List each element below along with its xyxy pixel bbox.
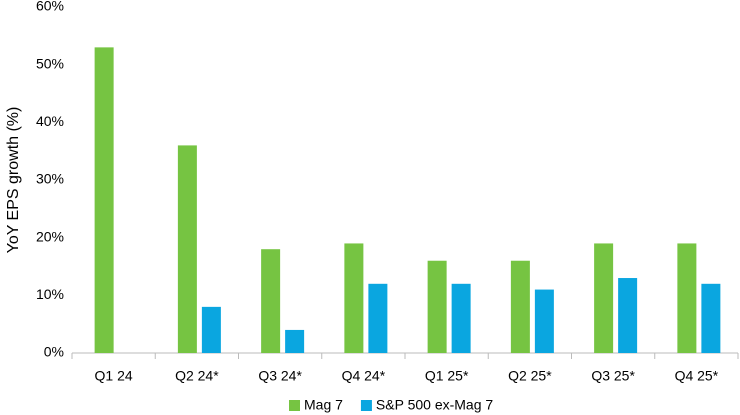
y-tick-label: 40% [36,113,64,129]
x-tick-label: Q3 25* [591,368,635,384]
y-tick-label: 10% [36,286,64,302]
bar [618,278,638,353]
x-tick-label: Q2 24* [175,368,219,384]
bar [451,283,471,353]
bar [201,306,221,353]
bar [261,249,281,353]
bar [94,47,114,353]
legend-label: Mag 7 [304,397,343,413]
bar [594,243,614,353]
legend-swatch [360,400,372,411]
x-tick-label: Q1 25* [425,368,469,384]
y-tick-label: 60% [36,0,64,14]
y-tick-label: 0% [44,344,64,360]
x-tick-label: Q4 25* [675,368,719,384]
y-tick-label: 30% [36,171,64,187]
y-tick-label: 20% [36,228,64,244]
bar [368,283,388,353]
x-tick-label: Q3 24* [258,368,302,384]
bar [427,260,447,353]
x-tick-label: Q1 24 [95,368,133,384]
y-tick-label: 50% [36,55,64,71]
bar [701,283,721,353]
bar [534,289,554,353]
bar [177,145,197,353]
bar [344,243,364,353]
bar [510,260,530,353]
legend-label: S&P 500 ex-Mag 7 [376,397,493,413]
bar [285,329,305,353]
x-tick-label: Q4 24* [342,368,386,384]
y-axis-label: YoY EPS growth (%) [5,107,22,254]
x-tick-label: Q2 25* [508,368,552,384]
legend-swatch [289,400,300,411]
bar [677,243,697,353]
